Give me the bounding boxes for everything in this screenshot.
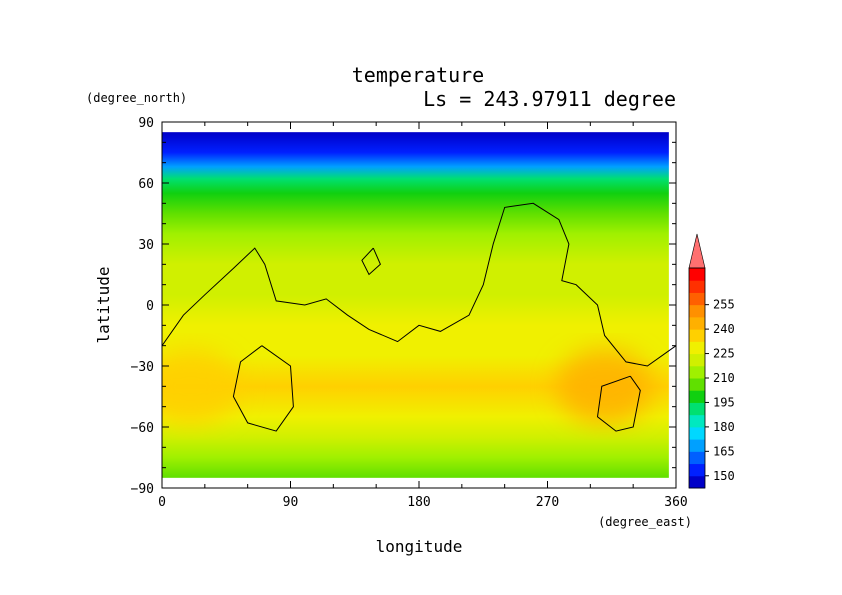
colorbar-swatch	[689, 304, 705, 318]
warm-region	[162, 348, 239, 425]
y-tick-label: 0	[146, 299, 154, 314]
colorbar-label: 225	[713, 347, 735, 361]
colorbar-swatch	[689, 268, 705, 281]
contour-line	[596, 375, 641, 432]
colorbar-label: 180	[713, 420, 735, 434]
y-tick-label: −90	[131, 482, 154, 497]
colorbar-label: 165	[713, 444, 735, 458]
x-axis-label: longitude	[376, 537, 463, 556]
contour-line	[232, 345, 294, 432]
contour-lines	[162, 202, 676, 432]
x-tick-label: 180	[407, 495, 430, 510]
colorbar-swatch	[689, 426, 705, 440]
colorbar-swatch	[689, 341, 705, 355]
colorbar-swatch	[689, 316, 705, 330]
colorbar-swatch	[689, 329, 705, 342]
y-tick-label: 90	[138, 116, 154, 131]
warm-regions	[162, 348, 653, 425]
colorbar: 150 165 180 195 210 225 240 255	[688, 233, 735, 489]
y-tick-label: −30	[131, 360, 154, 375]
axes: 0 90 180 270 360 90 60 30 0 −30 −60 −90	[131, 116, 688, 510]
colorbar-swatch	[689, 402, 705, 416]
y-tick-label: 60	[138, 177, 154, 192]
colorbar-label: 195	[713, 395, 735, 409]
colorbar-overflow-arrow	[688, 233, 706, 269]
colorbar-swatch	[689, 414, 705, 428]
colorbar-swatch	[689, 280, 705, 293]
colorbar-swatch	[689, 475, 705, 489]
x-tick-label: 0	[158, 495, 166, 510]
y-axis-label: latitude	[94, 266, 113, 343]
temperature-field	[162, 132, 669, 478]
contour-line	[361, 247, 382, 276]
warm-region	[556, 348, 653, 425]
colorbar-label: 240	[713, 322, 735, 336]
plot-area	[162, 132, 676, 478]
chart-subtitle: Ls = 243.97911 degree	[423, 87, 676, 111]
y-tick-label: −60	[131, 421, 154, 436]
y-axis-units: (degree_north)	[86, 91, 187, 105]
x-tick-label: 360	[664, 495, 687, 510]
x-tick-label: 90	[283, 495, 299, 510]
colorbar-swatch	[689, 463, 705, 477]
y-tick-label: 30	[138, 238, 154, 253]
colorbar-swatch	[689, 439, 705, 452]
colorbar-label: 210	[713, 371, 735, 385]
colorbar-label: 150	[713, 469, 735, 483]
colorbar-swatch	[689, 292, 705, 306]
colorbar-swatch	[689, 378, 705, 391]
colorbar-swatch	[689, 390, 705, 403]
colorbar-swatch	[689, 353, 705, 367]
chart-title: temperature	[352, 63, 484, 87]
x-axis-units: (degree_east)	[598, 515, 692, 529]
colorbar-label: 255	[713, 298, 735, 312]
x-tick-label: 270	[536, 495, 559, 510]
colorbar-swatch	[689, 451, 705, 465]
contour-line	[162, 202, 676, 367]
colorbar-swatch	[689, 365, 705, 379]
